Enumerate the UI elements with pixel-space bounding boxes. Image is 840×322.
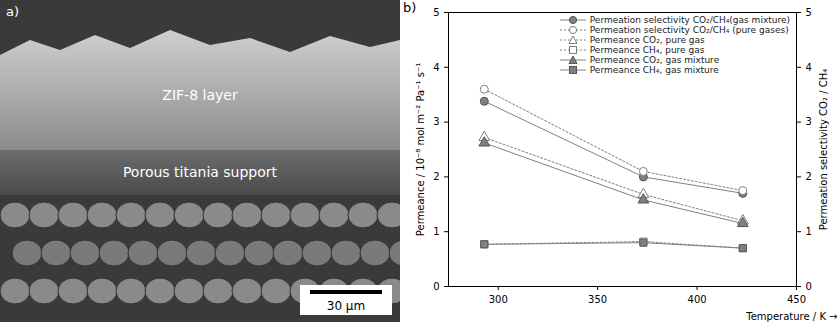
- svg-text:Temperature / K →: Temperature / K →: [745, 311, 837, 322]
- svg-text:5: 5: [433, 7, 439, 18]
- svg-text:30 µm: 30 µm: [327, 299, 365, 313]
- svg-text:a): a): [6, 4, 19, 19]
- html-text:Permeance CO₂, pure gas: Permeance CO₂, pure gas: [589, 35, 705, 45]
- html-text:Permeation selectivity CO₂/CH₄: Permeation selectivity CO₂/CH₄ (pure gas…: [589, 25, 789, 35]
- svg-text:1: 1: [433, 226, 439, 237]
- html-text:Permeance CH₄, gas mixture: Permeance CH₄, gas mixture: [589, 65, 719, 75]
- svg-text:2: 2: [433, 171, 439, 182]
- svg-text:2: 2: [806, 171, 812, 182]
- html-text:Permeance CO₂, gas mixture: Permeance CO₂, gas mixture: [589, 55, 720, 65]
- svg-text:4: 4: [806, 62, 812, 73]
- svg-text:3: 3: [806, 116, 812, 127]
- svg-text:5: 5: [806, 7, 812, 18]
- html-text:Permeance CH₄, pure gas: Permeance CH₄, pure gas: [589, 45, 705, 55]
- svg-text:300: 300: [489, 294, 508, 305]
- svg-text:Permeance / 10⁻⁸ mol m⁻² Pa⁻¹: Permeance / 10⁻⁸ mol m⁻² Pa⁻¹ s⁻¹: [415, 63, 426, 236]
- html-text:b): b): [403, 0, 417, 15]
- svg-text:400: 400: [688, 294, 707, 305]
- html-text:Permeation selectivity CO₂/CH₄: Permeation selectivity CO₂/CH₄(gas mixtu…: [589, 15, 790, 25]
- svg-text:4: 4: [433, 62, 439, 73]
- svg-text:1: 1: [806, 226, 812, 237]
- svg-text:350: 350: [588, 294, 607, 305]
- svg-text:450: 450: [787, 294, 806, 305]
- svg-text:0: 0: [806, 281, 812, 292]
- svg-text:Permeation selectivity CO₂ / C: Permeation selectivity CO₂ / CH₄: [818, 69, 829, 230]
- svg-text:3: 3: [433, 116, 439, 127]
- svg-text:0: 0: [433, 281, 439, 292]
- svg-text:Porous titania support: Porous titania support: [123, 164, 278, 180]
- svg-text:ZIF-8 layer: ZIF-8 layer: [162, 87, 238, 103]
